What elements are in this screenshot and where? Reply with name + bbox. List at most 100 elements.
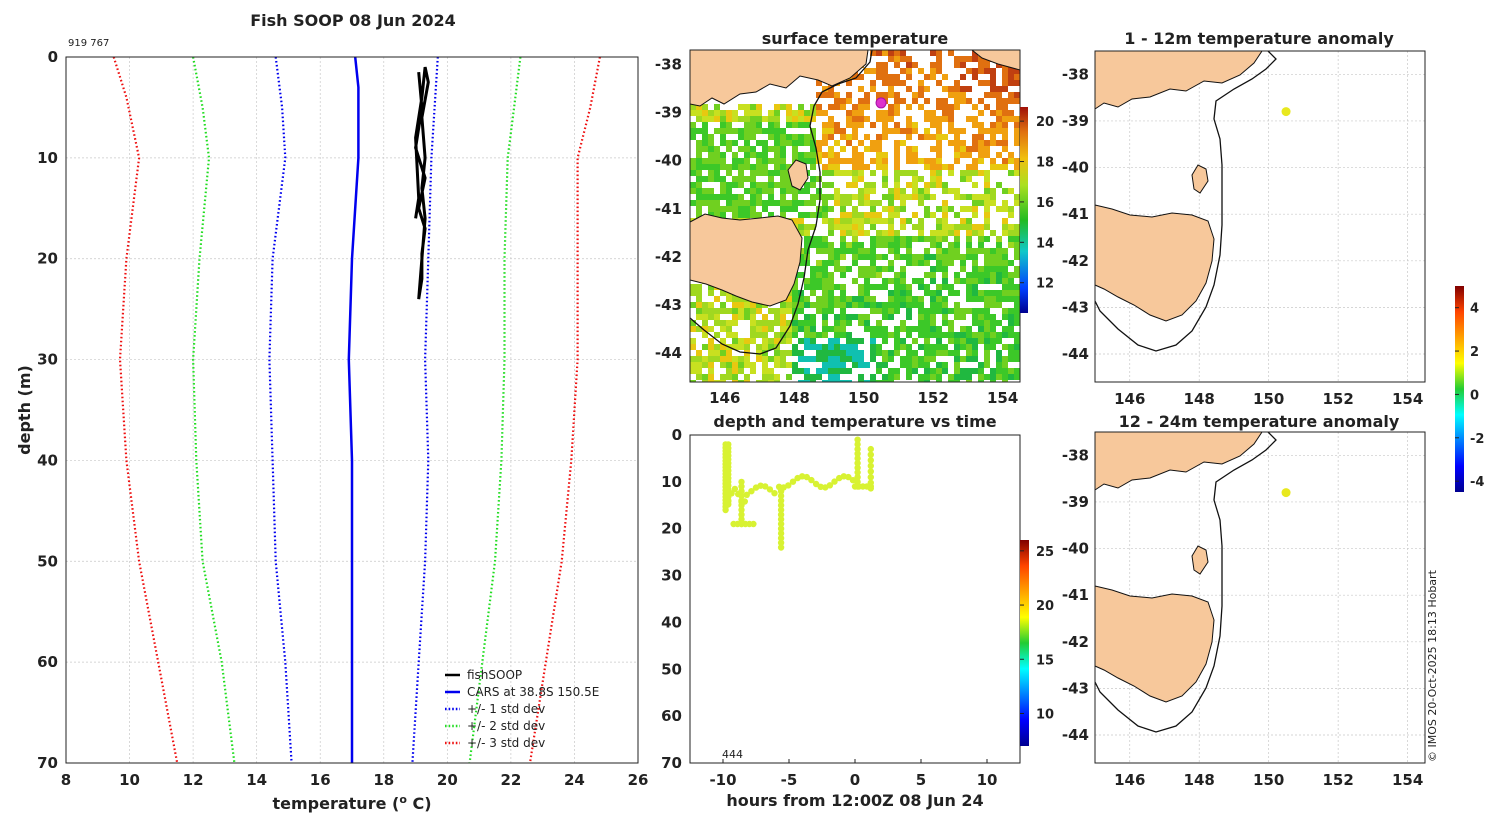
sst-cell xyxy=(846,320,852,326)
sst-cell xyxy=(918,104,924,110)
sst-cell xyxy=(1014,68,1020,74)
sst-cell xyxy=(858,230,864,236)
sst-cell xyxy=(978,128,984,134)
sst-cell xyxy=(894,110,900,116)
sst-cell xyxy=(936,56,942,62)
sst-cell xyxy=(840,350,846,356)
sst-cell xyxy=(996,140,1002,146)
sst-cell xyxy=(984,320,990,326)
sst-cell xyxy=(882,128,888,134)
sst-cell xyxy=(816,158,822,164)
sst-cell xyxy=(1008,296,1014,302)
sst-cell xyxy=(762,152,768,158)
sst-cell xyxy=(912,182,918,188)
anomaly-12-24-map: 146 148 150 152 154-38-39-40-41-42-43-44 xyxy=(1062,431,1426,789)
profile-legend-label: +/- 2 std dev xyxy=(467,719,545,733)
profile-line-2-std-dev xyxy=(191,57,236,763)
sst-cell xyxy=(984,278,990,284)
sst-cell xyxy=(1002,218,1008,224)
sst-cell xyxy=(954,236,960,242)
sst-cell xyxy=(996,206,1002,212)
sst-cell xyxy=(792,134,798,140)
sst-cell xyxy=(762,164,768,170)
sst-cell xyxy=(906,182,912,188)
sst-cell xyxy=(900,170,906,176)
depth-time-point xyxy=(777,516,785,523)
sst-cell xyxy=(834,266,840,272)
sst-cell xyxy=(948,110,954,116)
sst-cell xyxy=(1002,290,1008,296)
sst-shelf-contour xyxy=(690,50,873,355)
sst-cell xyxy=(888,380,894,382)
sst-cell xyxy=(978,110,984,116)
sst-cell xyxy=(696,326,702,332)
sst-cell xyxy=(696,182,702,188)
sst-cell xyxy=(990,92,996,98)
sst-cell xyxy=(846,116,852,122)
sst-cell xyxy=(984,62,990,68)
profile-xtick-label: 26 xyxy=(628,771,649,789)
sst-cell xyxy=(984,326,990,332)
sst-cell xyxy=(894,308,900,314)
sst-cell xyxy=(936,128,942,134)
sst-cell xyxy=(864,200,870,206)
sst-cell xyxy=(930,50,936,56)
sst-cell xyxy=(978,68,984,74)
sst-cell xyxy=(762,374,768,380)
sst-cell xyxy=(768,176,774,182)
sst-cell xyxy=(828,350,834,356)
sst-cell xyxy=(846,110,852,116)
sst-cell xyxy=(714,356,720,362)
depth-time-colorbar-label: 15 xyxy=(1036,653,1054,668)
sst-cell xyxy=(990,128,996,134)
sst-cell xyxy=(810,236,816,242)
sst-cell xyxy=(966,56,972,62)
sst-cell xyxy=(972,158,978,164)
depth-time-xlabel: hours from 12:00Z 08 Jun 24 xyxy=(726,791,983,810)
sst-cell xyxy=(798,350,804,356)
sst-cell xyxy=(978,158,984,164)
sst-cell xyxy=(726,188,732,194)
sst-cell xyxy=(714,380,720,382)
sst-cell xyxy=(696,146,702,152)
sst-cell xyxy=(966,254,972,260)
sst-cell xyxy=(744,212,750,218)
sst-cell xyxy=(942,308,948,314)
sst-cell xyxy=(960,224,966,230)
sst-cell xyxy=(780,188,786,194)
sst-cell xyxy=(702,314,708,320)
sst-cell xyxy=(882,206,888,212)
sst-cell xyxy=(726,296,732,302)
sst-cell xyxy=(864,164,870,170)
sst-cell xyxy=(732,176,738,182)
sst-cell xyxy=(726,146,732,152)
depth-time-point xyxy=(738,511,745,518)
sst-cell xyxy=(972,248,978,254)
sst-cell xyxy=(930,272,936,278)
sst-cell xyxy=(702,362,708,368)
sst-cell xyxy=(990,344,996,350)
sst-cell xyxy=(894,272,900,278)
sst-cell xyxy=(846,356,852,362)
sst-cell xyxy=(870,374,876,380)
sst-cell xyxy=(792,116,798,122)
sst-cell xyxy=(1014,242,1020,248)
sst-cell xyxy=(822,194,828,200)
sst-cell xyxy=(846,242,852,248)
anomaly-1-12-ytick-label: -42 xyxy=(1062,252,1089,270)
anomaly-12-24-xtick-label: 148 xyxy=(1184,771,1215,789)
sst-cell xyxy=(852,194,858,200)
sst-cell xyxy=(864,146,870,152)
sst-cell xyxy=(744,176,750,182)
sst-cell xyxy=(864,230,870,236)
profile-xtick-label: 8 xyxy=(61,771,71,789)
sst-cell xyxy=(978,368,984,374)
sst-cell xyxy=(900,272,906,278)
sst-cell xyxy=(696,296,702,302)
sst-cell xyxy=(726,200,732,206)
sst-cell xyxy=(690,290,696,296)
sst-cell xyxy=(984,104,990,110)
sst-cell xyxy=(990,110,996,116)
sst-cell xyxy=(972,308,978,314)
sst-cell xyxy=(780,194,786,200)
